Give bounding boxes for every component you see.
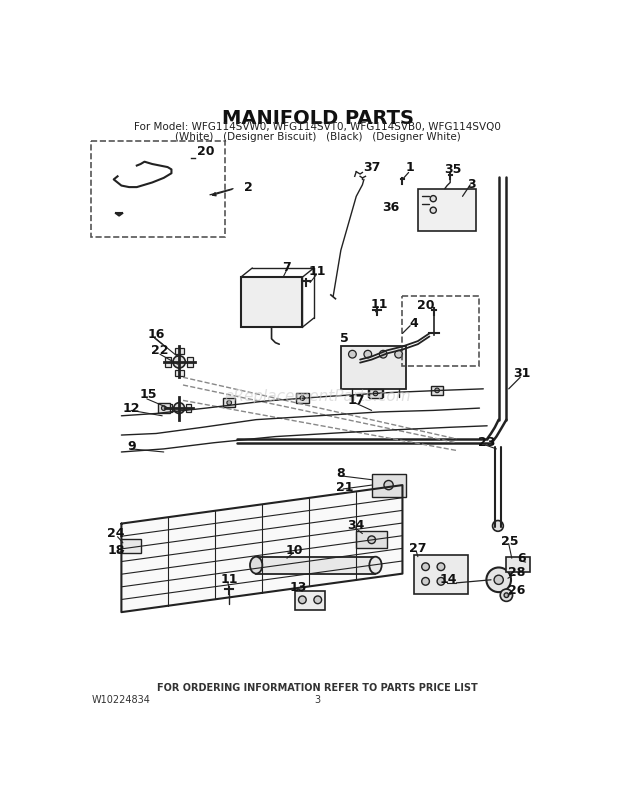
Bar — [341, 346, 406, 389]
Text: 35: 35 — [444, 163, 461, 176]
Bar — [402, 297, 479, 366]
Circle shape — [437, 563, 445, 570]
Text: 9: 9 — [127, 440, 136, 453]
Bar — [157, 403, 170, 413]
Circle shape — [300, 395, 304, 400]
Text: 17: 17 — [347, 394, 365, 407]
Text: 1: 1 — [405, 160, 415, 173]
Circle shape — [373, 391, 378, 395]
Text: 31: 31 — [513, 367, 531, 380]
Circle shape — [379, 350, 387, 358]
Circle shape — [298, 596, 306, 604]
Text: 27: 27 — [409, 542, 427, 556]
Circle shape — [348, 350, 356, 358]
Polygon shape — [122, 485, 402, 612]
Bar — [296, 394, 309, 403]
Circle shape — [422, 563, 430, 570]
Text: 23: 23 — [479, 436, 496, 449]
Bar — [370, 389, 382, 398]
Text: eReplacementParts.com: eReplacementParts.com — [224, 389, 411, 404]
Bar — [371, 473, 406, 496]
Bar — [223, 398, 236, 407]
Circle shape — [504, 593, 508, 597]
Circle shape — [314, 596, 322, 604]
Text: 5: 5 — [340, 332, 349, 346]
Circle shape — [500, 589, 513, 602]
Bar — [241, 277, 303, 327]
Circle shape — [364, 350, 371, 358]
Circle shape — [173, 356, 185, 368]
Circle shape — [384, 480, 393, 490]
Circle shape — [494, 575, 503, 585]
Text: 8: 8 — [337, 467, 345, 480]
Bar — [91, 141, 225, 237]
Text: (White)   (Designer Biscuit)   (Black)   (Designer White): (White) (Designer Biscuit) (Black) (Desi… — [175, 132, 461, 142]
Text: 20: 20 — [197, 145, 215, 158]
Text: 6: 6 — [518, 552, 526, 565]
Text: 7: 7 — [283, 261, 291, 273]
Text: 37: 37 — [363, 160, 380, 173]
Circle shape — [422, 577, 430, 585]
Bar — [507, 557, 529, 572]
Text: MANIFOLD PARTS: MANIFOLD PARTS — [222, 108, 414, 128]
Bar — [166, 357, 172, 367]
Circle shape — [492, 520, 503, 531]
Circle shape — [161, 406, 166, 411]
Text: 15: 15 — [140, 388, 157, 402]
Text: 2: 2 — [244, 180, 253, 193]
Ellipse shape — [250, 557, 262, 573]
Bar — [186, 404, 192, 412]
Text: W10224834: W10224834 — [92, 695, 151, 705]
Text: For Model: WFG114SVW0, WFG114SVT0, WFG114SVB0, WFG114SVQ0: For Model: WFG114SVW0, WFG114SVT0, WFG11… — [135, 122, 501, 132]
Bar — [356, 531, 387, 549]
Text: 25: 25 — [502, 535, 519, 548]
Bar — [294, 590, 326, 610]
Text: 11: 11 — [371, 298, 388, 310]
Bar — [167, 404, 172, 412]
Circle shape — [430, 207, 436, 213]
Circle shape — [435, 388, 440, 393]
Ellipse shape — [370, 557, 382, 573]
Circle shape — [227, 400, 231, 405]
Bar — [175, 348, 184, 354]
Text: 24: 24 — [107, 527, 125, 540]
Circle shape — [430, 196, 436, 202]
Text: 36: 36 — [383, 201, 399, 214]
Text: 13: 13 — [290, 581, 307, 594]
Text: 3: 3 — [467, 178, 476, 192]
Bar — [187, 357, 193, 367]
Text: 4: 4 — [410, 317, 418, 330]
Text: 28: 28 — [508, 565, 525, 578]
Text: 22: 22 — [151, 344, 169, 357]
Text: 12: 12 — [123, 402, 140, 415]
Text: 10: 10 — [286, 544, 303, 557]
Text: FOR ORDERING INFORMATION REFER TO PARTS PRICE LIST: FOR ORDERING INFORMATION REFER TO PARTS … — [157, 683, 478, 693]
Text: 26: 26 — [508, 584, 525, 597]
Circle shape — [174, 403, 185, 414]
Circle shape — [486, 568, 511, 592]
Text: 11: 11 — [309, 265, 327, 278]
Bar — [256, 557, 376, 573]
Bar — [431, 386, 443, 395]
Text: 34: 34 — [348, 520, 365, 533]
Text: 21: 21 — [336, 481, 353, 494]
Text: 14: 14 — [440, 573, 458, 586]
Circle shape — [395, 350, 402, 358]
Text: 3: 3 — [315, 695, 321, 705]
Bar — [175, 370, 184, 376]
Text: 18: 18 — [107, 544, 125, 557]
Bar — [122, 539, 141, 553]
Text: 16: 16 — [148, 329, 165, 342]
Text: 11: 11 — [221, 573, 238, 586]
Circle shape — [437, 577, 445, 585]
Bar — [414, 555, 468, 593]
Bar — [418, 188, 476, 231]
Text: 20: 20 — [417, 299, 434, 312]
Circle shape — [368, 536, 376, 544]
